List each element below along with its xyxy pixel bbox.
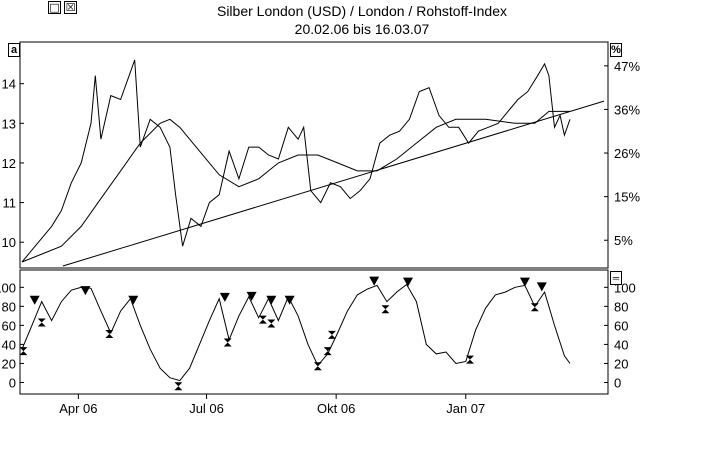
- indicator-panel-frame: [19, 269, 609, 395]
- percent-axis-tick-label: 26%: [614, 146, 640, 161]
- trough-marker: [465, 355, 474, 364]
- trough-marker: [530, 303, 539, 312]
- peak-marker: [369, 276, 380, 286]
- peak-marker: [402, 277, 413, 287]
- trough-marker: [37, 318, 46, 327]
- peak-marker: [80, 286, 91, 296]
- y-axis-tick-label: 10: [2, 235, 16, 250]
- percent-axis-tick-label: 47%: [614, 59, 640, 74]
- price-line: [21, 59, 571, 263]
- trough-marker: [258, 315, 267, 324]
- indicator-axis-tick-label: 100: [0, 280, 16, 295]
- trough-marker: [323, 347, 332, 356]
- indicator-axis-tick-label: 0: [9, 375, 16, 390]
- indicator-right-tick-label: 40: [614, 337, 628, 352]
- percent-scale-marker[interactable]: %: [610, 43, 622, 57]
- trough-marker: [267, 319, 276, 328]
- chart-title: Silber London (USD) / London / Rohstoff-…: [216, 3, 508, 19]
- restore-window-icon[interactable]: □: [48, 1, 61, 14]
- trendline: [62, 100, 605, 267]
- trough-marker: [105, 329, 114, 338]
- trough-marker: [381, 305, 390, 314]
- chart-date-range: 20.02.06 bis 16.03.07: [294, 21, 430, 37]
- indicator-right-tick-label: 20: [614, 356, 628, 371]
- price-scale-marker[interactable]: a: [8, 43, 20, 57]
- oscillator-line: [21, 283, 571, 382]
- indicator-axis-tick-label: 60: [2, 318, 16, 333]
- y-axis-tick-label: 11: [3, 196, 17, 211]
- close-window-icon[interactable]: ☒: [64, 1, 77, 14]
- indicator-right-tick-label: 0: [614, 375, 621, 390]
- trough-marker: [313, 362, 322, 371]
- percent-axis-tick-label: 5%: [614, 233, 633, 248]
- indicator-right-tick-label: 80: [614, 299, 628, 314]
- indicator-axis-tick-label: 80: [2, 299, 16, 314]
- x-axis-tick-label: Jul 06: [189, 401, 224, 416]
- trough-marker: [174, 382, 183, 391]
- peak-marker: [266, 295, 277, 305]
- peak-marker: [219, 292, 230, 302]
- peak-marker: [246, 291, 257, 301]
- moving-average-line: [21, 110, 570, 263]
- peak-marker: [519, 277, 530, 287]
- indicator-right-tick-label: 60: [614, 318, 628, 333]
- indicator-scale-marker[interactable]: ═: [610, 271, 622, 285]
- indicator-axis-tick-label: 40: [2, 337, 16, 352]
- y-axis-tick-label: 13: [2, 116, 16, 131]
- y-axis-tick-label: 14: [2, 77, 16, 92]
- percent-axis-tick-label: 15%: [614, 190, 640, 205]
- indicator-axis-tick-label: 20: [2, 356, 16, 371]
- trough-marker: [327, 330, 336, 339]
- trough-marker: [223, 338, 232, 347]
- y-axis-tick-label: 12: [2, 156, 16, 171]
- trough-marker: [19, 347, 28, 356]
- peak-marker: [536, 282, 547, 292]
- x-axis-tick-label: Okt 06: [317, 401, 355, 416]
- peak-marker: [29, 295, 40, 305]
- peak-marker: [128, 295, 139, 305]
- x-axis-tick-label: Apr 06: [59, 401, 97, 416]
- x-axis-tick-label: Jan 07: [446, 401, 485, 416]
- percent-axis-tick-label: 36%: [614, 102, 640, 117]
- peak-marker: [284, 295, 295, 305]
